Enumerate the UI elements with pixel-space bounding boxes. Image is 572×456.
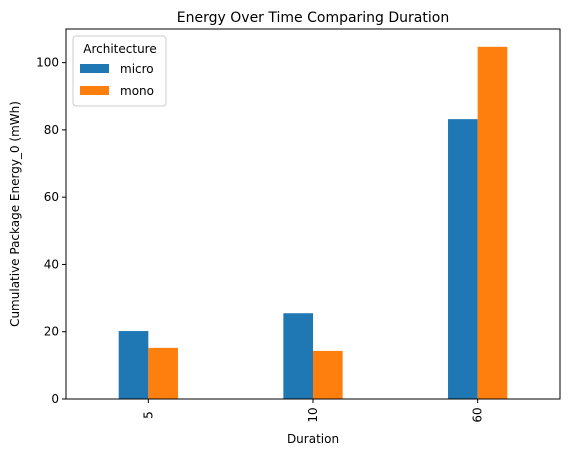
bar-micro-10 — [283, 313, 313, 399]
y-tick-label-60: 60 — [44, 190, 59, 204]
y-tick-label-80: 80 — [44, 123, 59, 137]
y-tick-label-20: 20 — [44, 325, 59, 339]
bar-mono-5 — [148, 347, 178, 399]
y-axis-label: Cumulative Package Energy_0 (mWh) — [8, 101, 22, 327]
x-axis-label: Duration — [287, 432, 339, 446]
y-tick-label-100: 100 — [36, 56, 59, 70]
legend-swatch-micro — [80, 64, 109, 73]
axes-layer: 5 10 60 0 20 40 60 80 100 — [36, 56, 485, 423]
bar-mono-60 — [477, 46, 508, 400]
bar-micro-5 — [118, 331, 149, 399]
y-tick-label-0: 0 — [51, 392, 59, 406]
legend-swatch-mono — [80, 86, 109, 95]
legend-title: Architecture — [83, 42, 156, 56]
bars-layer — [118, 46, 508, 400]
x-tick-label-60: 60 — [471, 407, 485, 422]
y-tick-label-40: 40 — [44, 257, 59, 271]
legend: Architecture micro mono — [72, 35, 167, 107]
bar-mono-10 — [313, 350, 343, 399]
chart-title: Energy Over Time Comparing Duration — [177, 10, 449, 26]
x-tick-label-5: 5 — [141, 411, 155, 419]
bar-micro-60 — [448, 119, 478, 400]
legend-label-mono: mono — [120, 84, 154, 98]
plot-frame — [65, 28, 561, 400]
legend-label-micro: micro — [120, 62, 154, 76]
x-tick-label-10: 10 — [306, 407, 320, 422]
